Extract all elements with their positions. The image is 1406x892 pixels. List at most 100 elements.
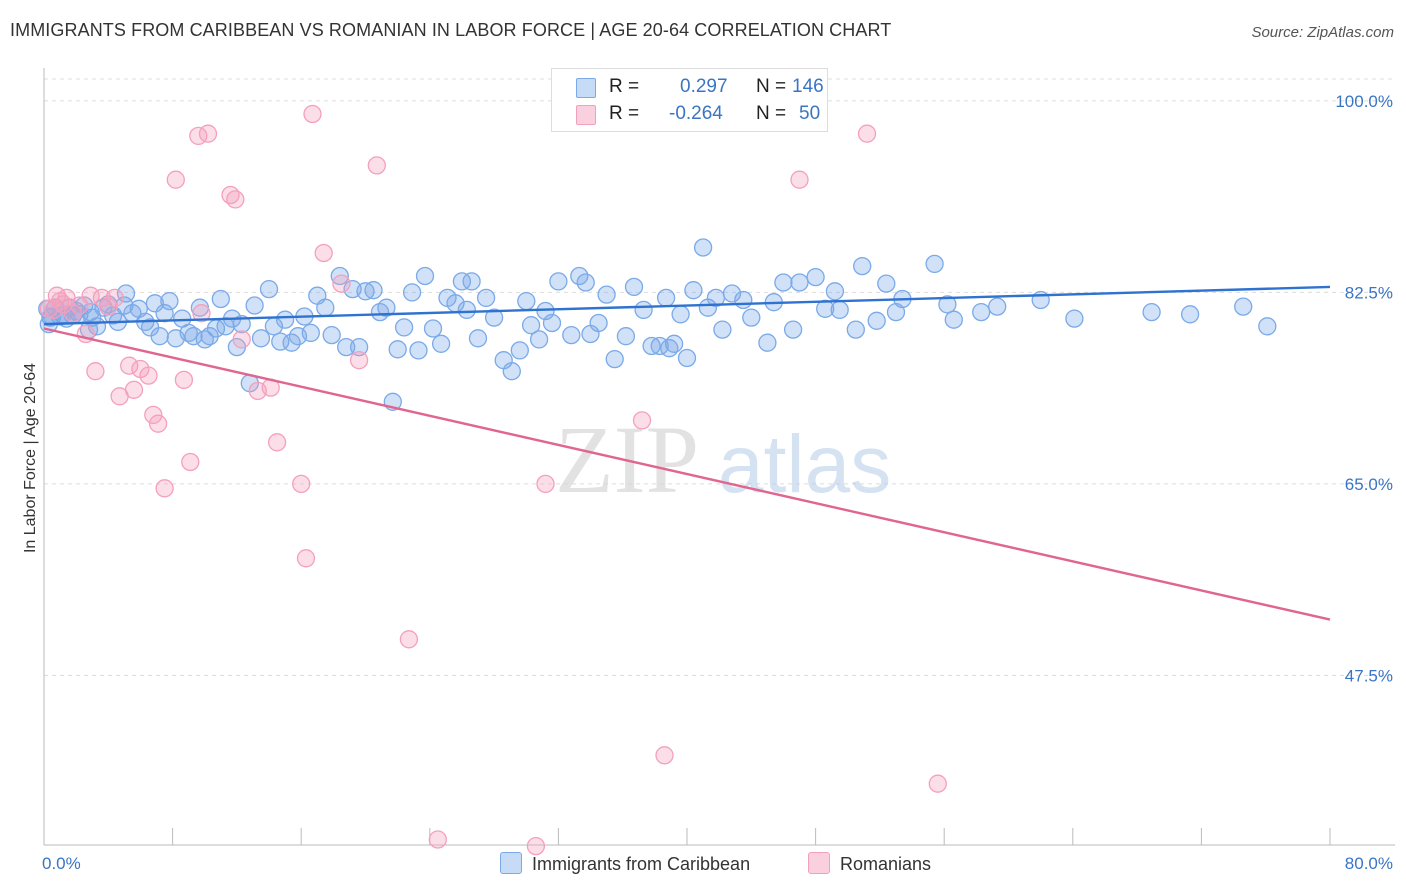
data-point [314,243,333,263]
data-point [713,320,732,339]
data-point [806,267,825,287]
data-point [529,330,549,349]
series-romanians-points [39,104,947,856]
y-tick-label: 100.0% [1335,92,1393,111]
data-point [192,304,211,323]
data-point [484,308,504,327]
data-point [423,319,443,338]
data-point [367,156,386,175]
data-point [1258,317,1277,336]
data-point [462,272,481,291]
x-tick-label: 80.0% [1345,854,1393,873]
data-point [399,630,419,649]
x-tick-label: 0.0% [42,854,81,873]
data-point [830,300,849,320]
data-point [316,298,335,317]
data-point [415,266,435,286]
legend-n-label: N = [756,103,787,124]
data-point [452,272,472,291]
data-point [428,830,447,849]
y-tick-label: 65.0% [1345,475,1393,494]
data-point [616,327,636,346]
data-point [105,288,124,308]
data-point [632,411,652,430]
data-point [174,370,194,390]
data-point [589,313,608,333]
legend-swatch-romanians [576,105,596,125]
data-point [790,170,809,189]
data-point [536,474,555,494]
data-point [457,300,476,320]
data-point [846,320,865,339]
data-point [684,281,703,300]
data-point [226,190,245,209]
data-point [521,316,541,335]
y-tick-label: 47.5% [1345,666,1393,685]
data-point [232,314,251,334]
data-point [928,774,947,793]
watermark: ZIP atlas [555,406,891,513]
data-point [198,124,218,143]
data-point [655,746,674,765]
data-point [722,284,742,303]
y-axis-label: In Labor Force | Age 20-64 [22,363,39,553]
data-point [150,327,169,346]
legend-label-caribbean: Immigrants from Caribbean [532,854,751,874]
legend-swatch-caribbean [576,78,596,98]
data-point [886,302,906,322]
data-point [944,310,963,329]
watermark-atlas: atlas [718,419,891,510]
data-point [332,274,351,293]
data-point [857,124,877,143]
data-point [81,286,100,305]
data-point [510,341,529,360]
legend-swatch-caribbean [500,852,522,874]
trend-line-romanians [43,327,1331,621]
data-point [409,341,428,360]
data-point [296,549,316,568]
data-point [656,288,676,308]
data-point [624,277,644,297]
data-point [468,329,488,348]
data-point [184,327,203,346]
data-point [124,380,144,399]
data-point [877,274,896,293]
data-point [867,311,886,330]
data-point [349,351,369,370]
bottom-legend-caribbean: Immigrants from Caribbean [500,852,750,875]
data-point [972,302,991,322]
trend-lines [43,285,1331,621]
data-point [660,339,679,358]
data-point [542,313,562,333]
data-point [517,291,536,311]
data-point [364,281,383,300]
legend-r-label: R = [609,103,640,124]
data-point [1142,302,1161,322]
data-point [734,290,753,310]
data-point [1234,297,1253,316]
legend-r-value: -0.264 [669,103,723,124]
data-point [50,291,70,311]
data-point [790,273,809,292]
data-point [303,104,322,124]
data-point [181,452,200,472]
data-point [211,289,230,309]
data-point [693,238,713,257]
data-point [476,288,496,308]
data-point [322,325,341,345]
data-point [758,333,777,352]
data-point [301,323,320,343]
data-point [825,282,845,301]
data-point [144,405,163,425]
data-point [275,310,295,329]
tick-labels: 47.5% 65.0% 82.5% 100.0% 0.0% 80.0% [42,92,1393,873]
data-point [597,285,616,304]
trend-line-caribbean [43,285,1331,326]
data-point [349,337,369,357]
data-point [502,362,521,381]
legend-r-value: 0.297 [680,76,728,97]
y-tick-label: 82.5% [1345,283,1393,302]
data-point [431,334,451,353]
data-point [816,299,835,318]
